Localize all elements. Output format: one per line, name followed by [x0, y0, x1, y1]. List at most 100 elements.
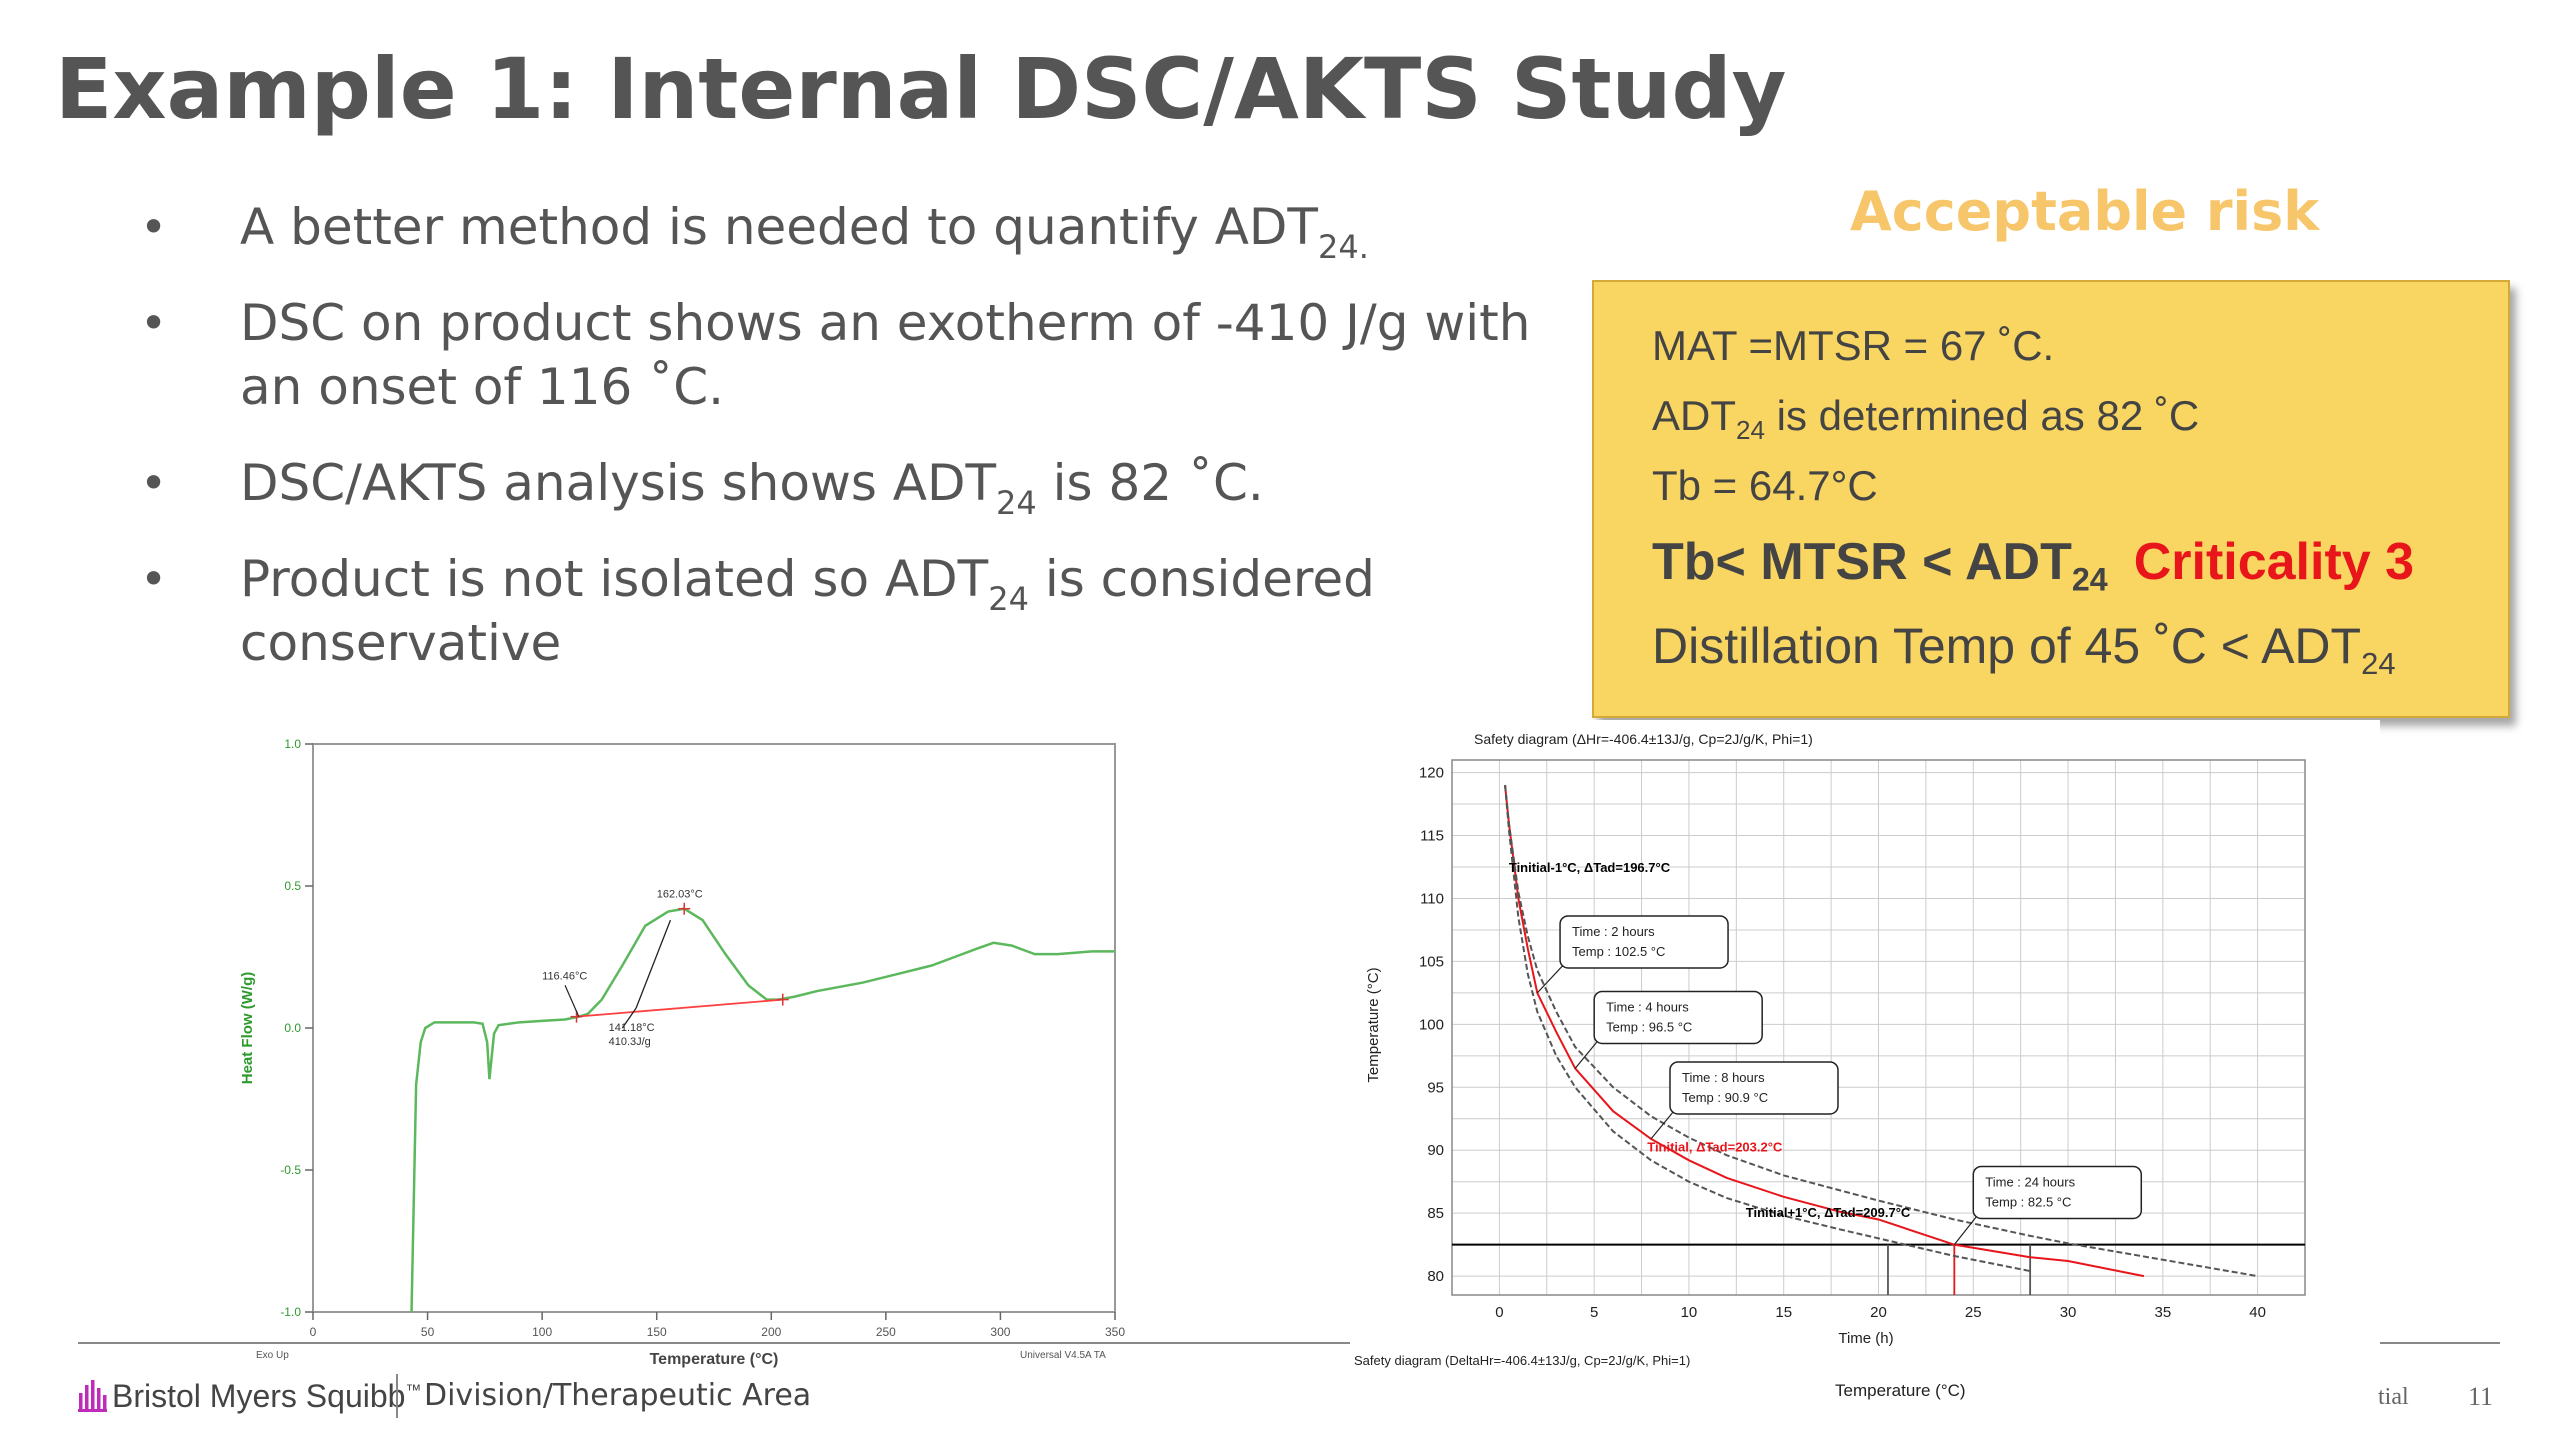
safety-callout-temp: Temp : 90.9 °C	[1682, 1090, 1768, 1105]
bullet-text: Product is not isolated so ADT	[240, 550, 989, 608]
bullet-subscript: 24	[996, 484, 1037, 522]
safety-callout-temp: Temp : 82.5 °C	[1985, 1194, 2071, 1209]
bullet-item: • DSC on product shows an exotherm of -4…	[140, 291, 1560, 419]
adt24-text-tail: is determined as 82 ˚C	[1764, 392, 2200, 439]
safety-y-tick-label: 80	[1427, 1268, 1444, 1285]
safety-xlabel: Time (h)	[1838, 1330, 1893, 1347]
safety-y-tick-label: 105	[1419, 953, 1444, 970]
risk-summary-box: MAT =MTSR = 67 ˚C. ADT24 is determined a…	[1592, 280, 2510, 718]
dsc-x-tick-label: 250	[876, 1325, 896, 1339]
acceptable-risk-label: Acceptable risk	[1850, 180, 2320, 243]
distillation-text: Distillation Temp of 45 ˚C < ADT	[1652, 618, 2362, 674]
dsc-plot-area	[312, 743, 1116, 1313]
logo-trademark: ™	[405, 1382, 422, 1400]
tb-line: Tb = 64.7°C	[1652, 462, 1878, 509]
safety-callout-temp: Temp : 96.5 °C	[1606, 1019, 1692, 1034]
dsc-peak-label: 162.03°C	[657, 888, 703, 900]
bullet-list: • A better method is needed to quantify …	[140, 195, 1560, 707]
safety-callout-time: Time : 4 hours	[1606, 999, 1689, 1014]
safety-y-tick-label: 100	[1419, 1016, 1444, 1033]
safety-callout-box	[1559, 915, 1729, 969]
bullet-subscript: 24	[988, 580, 1029, 618]
safety-x-tick-label: 40	[2249, 1304, 2266, 1321]
dsc-instrument-label: Universal V4.5A TA	[1020, 1350, 1106, 1361]
dsc-exo-up-label: Exo Up	[256, 1350, 289, 1361]
dsc-x-tick-label: 50	[421, 1325, 435, 1339]
safety-y-tick-label: 120	[1419, 765, 1444, 782]
dsc-chart: 0 50 100 150 200 250 300 350 1.0 0.5 0.0 -0.5 -1.0 1…	[239, 737, 1125, 1368]
dsc-y-tick-label: -1.0	[280, 1305, 301, 1319]
company-logo: Bristol Myers Squibb™	[78, 1378, 421, 1415]
safety-callout-box	[1669, 1061, 1839, 1115]
dsc-y-tick-label: 1.0	[284, 737, 301, 751]
safety-curve-label: Tinitial, ΔTad=203.2°C	[1647, 1139, 1783, 1154]
criticality-label: Criticality 3	[2133, 533, 2415, 591]
safety-diagram-chart: Safety diagram (ΔHr=-406.4±13J/g, Cp=2J/…	[1350, 720, 2380, 1410]
footer-rule-right	[2380, 1342, 2500, 1344]
footer-separator	[396, 1374, 398, 1418]
dsc-leader-line	[564, 985, 580, 1017]
safety-y-tick-label: 95	[1427, 1079, 1444, 1096]
dsc-y-tick-label: 0.0	[284, 1021, 301, 1035]
dsc-integration-baseline	[576, 998, 783, 1018]
adt24-text: ADT	[1652, 392, 1736, 439]
safety-callout-time: Time : 24 hours	[1985, 1174, 2075, 1189]
dsc-x-tick-label: 350	[1105, 1325, 1125, 1339]
dsc-x-tick-label: 0	[310, 1325, 317, 1339]
safety-curve-tinitial-1	[1504, 785, 2031, 1273]
safety-x-tick-label: 30	[2060, 1304, 2077, 1321]
safety-bottom-axis-label: Temperature (°C)	[1835, 1381, 1966, 1400]
dsc-integral-energy-label: 410.3J/g	[609, 1036, 651, 1048]
safety-x-tick-label: 0	[1495, 1304, 1503, 1321]
bullet-text-tail: is 82 ˚C.	[1036, 454, 1264, 512]
safety-chart-title: Safety diagram (ΔHr=-406.4±13J/g, Cp=2J/…	[1474, 731, 1813, 747]
bullet-text: DSC on product shows an exotherm of -410…	[240, 294, 1531, 416]
bullet-icon: •	[140, 456, 168, 510]
safety-bottom-title: Safety diagram (DeltaHr=-406.4±13J/g, Cp…	[1354, 1353, 1690, 1368]
footer-confidential: tial	[2378, 1384, 2409, 1410]
bullet-text-tail: is considered conservative	[240, 550, 1375, 672]
dsc-leader-line	[621, 1007, 637, 1029]
safety-callout-time: Time : 2 hours	[1572, 924, 1655, 939]
dsc-onset-label: 116.46°C	[542, 971, 587, 983]
dsc-x-tick-label: 150	[647, 1325, 667, 1339]
dsc-y-tick-label: 0.5	[284, 879, 301, 893]
safety-x-tick-label: 10	[1681, 1304, 1698, 1321]
footer-rule-left	[78, 1342, 1350, 1344]
criticality-subscript: 24	[2071, 561, 2108, 598]
dsc-leader-line	[635, 919, 672, 1009]
criticality-inequality: Tb< MTSR < ADT	[1652, 533, 2072, 591]
logo-mark-icon	[78, 1380, 107, 1412]
safety-x-tick-label: 20	[1870, 1304, 1887, 1321]
bullet-icon: •	[140, 552, 168, 606]
safety-x-tick-label: 5	[1590, 1304, 1598, 1321]
safety-y-tick-label: 110	[1420, 890, 1444, 907]
safety-plot-frame	[1451, 759, 2306, 1296]
dsc-x-tick-label: 100	[532, 1325, 552, 1339]
distillation-subscript: 24	[2361, 645, 2396, 681]
bullet-item: • Product is not isolated so ADT24 is co…	[140, 547, 1560, 675]
dsc-heat-flow-curve	[410, 907, 1115, 1313]
dsc-x-tick-label: 300	[990, 1325, 1010, 1339]
bullet-text: DSC/AKTS analysis shows ADT	[240, 454, 997, 512]
safety-y-tick-label: 115	[1420, 828, 1444, 845]
bullet-item: • DSC/AKTS analysis shows ADT24 is 82 ˚C…	[140, 451, 1560, 519]
safety-y-tick-label: 85	[1427, 1205, 1444, 1222]
safety-curve-label: Tinitial+1°C, ΔTad=209.7°C	[1746, 1205, 1911, 1220]
safety-x-tick-label: 15	[1775, 1304, 1792, 1321]
mat-mtsr-line: MAT =MTSR = 67 ˚C.	[1652, 322, 2055, 369]
safety-curve-tinitial-1	[1504, 785, 2258, 1278]
distillation-line: Distillation Temp of 45 ˚C < ADT24	[1652, 617, 2396, 679]
adt24-subscript: 24	[1736, 415, 1765, 446]
safety-callout-temp: Temp : 102.5 °C	[1572, 944, 1665, 959]
bullet-item: • A better method is needed to quantify …	[140, 195, 1560, 263]
dsc-integral-temp-label: 141.18°C	[609, 1022, 655, 1034]
safety-y-tick-label: 90	[1427, 1142, 1444, 1159]
safety-curve-tinitial	[1504, 785, 2145, 1278]
bullet-icon: •	[140, 200, 168, 254]
footer-division: Division/Therapeutic Area	[424, 1378, 812, 1413]
dsc-ylabel: Heat Flow (W/g)	[239, 972, 256, 1085]
page-number: 11	[2468, 1382, 2494, 1411]
safety-x-tick-label: 25	[1965, 1304, 1982, 1321]
safety-curve-label: Tinitial-1°C, ΔTad=196.7°C	[1509, 860, 1671, 875]
